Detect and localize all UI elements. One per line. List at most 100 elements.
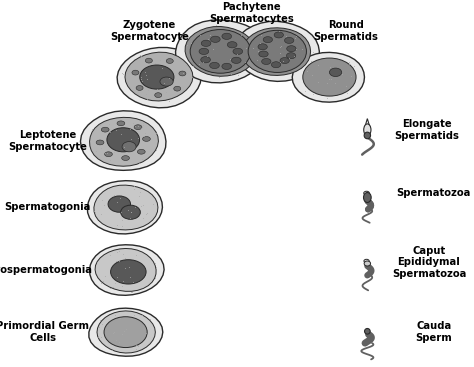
Point: [277, 43, 285, 49]
Point: [128, 289, 136, 295]
Ellipse shape: [263, 37, 273, 43]
Point: [182, 62, 190, 68]
Point: [275, 28, 283, 34]
Point: [135, 135, 142, 141]
Point: [94, 334, 102, 340]
Ellipse shape: [210, 62, 219, 69]
Point: [131, 123, 138, 129]
Point: [139, 284, 146, 290]
Point: [138, 78, 146, 84]
Point: [292, 33, 300, 39]
Point: [140, 203, 147, 208]
Point: [106, 157, 114, 163]
Point: [153, 147, 160, 153]
Point: [132, 252, 139, 258]
Point: [101, 273, 109, 279]
Ellipse shape: [96, 140, 104, 145]
Point: [127, 136, 135, 142]
Polygon shape: [117, 47, 201, 108]
Ellipse shape: [179, 71, 186, 76]
Point: [212, 22, 219, 28]
Point: [143, 53, 151, 59]
Point: [331, 80, 339, 86]
Point: [97, 280, 104, 286]
Point: [120, 143, 128, 149]
Ellipse shape: [286, 53, 296, 59]
Point: [189, 74, 196, 80]
Ellipse shape: [160, 77, 173, 86]
Point: [120, 328, 128, 334]
Text: Cauda
Sperm: Cauda Sperm: [415, 321, 452, 343]
Point: [116, 339, 123, 345]
Point: [291, 53, 298, 59]
Ellipse shape: [364, 132, 371, 139]
Point: [234, 51, 241, 57]
Point: [135, 343, 142, 349]
Point: [143, 72, 150, 78]
Ellipse shape: [280, 58, 289, 63]
Point: [216, 74, 223, 80]
Point: [200, 59, 207, 65]
Point: [343, 83, 350, 89]
Ellipse shape: [287, 46, 296, 52]
Point: [152, 130, 159, 136]
Point: [151, 60, 159, 66]
Text: Spermatozoa: Spermatozoa: [397, 188, 471, 198]
Ellipse shape: [105, 152, 112, 157]
Ellipse shape: [122, 156, 129, 160]
Point: [141, 69, 148, 75]
Point: [293, 46, 301, 52]
Point: [135, 160, 143, 166]
Point: [112, 127, 119, 133]
Point: [187, 40, 195, 46]
Point: [346, 59, 353, 65]
Point: [106, 252, 114, 258]
Point: [115, 248, 122, 254]
Point: [151, 275, 159, 281]
Point: [149, 193, 156, 199]
Point: [112, 258, 120, 264]
Polygon shape: [95, 248, 156, 291]
Point: [127, 209, 135, 215]
Point: [190, 63, 197, 69]
Point: [152, 264, 160, 270]
Point: [141, 130, 148, 136]
Point: [323, 80, 331, 86]
Polygon shape: [81, 111, 166, 170]
Text: Caput
Epididymal
Spermatozoa: Caput Epididymal Spermatozoa: [392, 246, 466, 279]
Point: [165, 98, 173, 104]
Point: [314, 79, 321, 85]
Polygon shape: [94, 185, 158, 230]
Point: [110, 192, 118, 198]
Point: [137, 125, 145, 131]
Ellipse shape: [122, 142, 136, 152]
Point: [88, 126, 96, 132]
Point: [96, 324, 103, 330]
Ellipse shape: [146, 58, 152, 63]
Point: [111, 312, 118, 318]
Point: [145, 87, 152, 93]
Point: [127, 126, 134, 132]
Ellipse shape: [134, 125, 142, 130]
Point: [103, 150, 111, 156]
Point: [122, 265, 129, 271]
Point: [129, 279, 137, 284]
Point: [98, 334, 105, 340]
Point: [108, 347, 115, 353]
Point: [253, 57, 261, 62]
Ellipse shape: [222, 33, 232, 39]
Point: [106, 129, 113, 135]
Polygon shape: [90, 245, 164, 295]
Point: [156, 92, 164, 98]
Ellipse shape: [272, 62, 281, 68]
Point: [138, 313, 146, 319]
Point: [276, 59, 284, 65]
Point: [279, 58, 286, 64]
Ellipse shape: [190, 30, 251, 73]
Point: [343, 90, 351, 96]
Point: [209, 46, 217, 51]
Ellipse shape: [136, 86, 143, 90]
Ellipse shape: [259, 51, 268, 57]
Polygon shape: [242, 28, 310, 76]
Point: [165, 75, 173, 81]
